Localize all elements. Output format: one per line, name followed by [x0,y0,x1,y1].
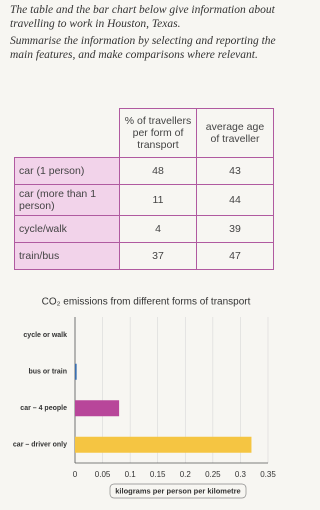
bar [75,436,252,453]
x-tick-label: 0.05 [95,470,111,479]
table-row: car (1 person) 48 43 [14,157,274,185]
x-tick-label: 0.2 [180,470,192,479]
table-cell: 37 [119,242,197,270]
y-tick-label: car – driver only [13,442,67,449]
instructions: The table and the bar chart below give i… [10,4,286,66]
row-label: train/bus [14,242,120,270]
table-cell: 48 [119,157,197,185]
bar [75,363,77,380]
x-tick-label: 0.1 [125,470,137,479]
y-tick-label: bus or train [28,369,67,376]
table-cell: 44 [196,184,274,216]
y-tick-label: cycle or walk [23,332,67,339]
x-label-box [109,483,247,499]
row-label: car (1 person) [14,157,120,185]
row-label: car (more than 1 person) [14,184,120,216]
table-row: cycle/walk 4 39 [14,215,274,243]
blank-cell [15,109,120,158]
x-axis-label: kilograms per person per kilometre [115,486,240,495]
x-tick-label: 0.3 [235,470,247,479]
page: The table and the bar chart below give i… [10,4,286,499]
x-tick-label: 0.35 [260,470,276,479]
table-row: train/bus 37 47 [14,242,274,270]
data-table: % of travellers per form of transport av… [14,108,274,270]
y-tick-label: car – 4 people [20,405,67,412]
table-cell: 11 [119,184,197,216]
table-cell: 47 [196,242,274,270]
instruction: Summarise the information by selecting a… [10,35,276,61]
bar [75,400,120,417]
table-cell: 39 [196,215,274,243]
x-tick-label: 0.15 [150,470,166,479]
x-tick-label: 0 [73,470,78,479]
table-row: car (more than 1 person) 11 44 [14,184,274,216]
table-cell: 4 [119,215,197,243]
header-cell: % of travellers per form of transport [119,108,197,158]
chart: CO₂ emissions from different forms of tr… [13,297,276,499]
chart-title: CO₂ emissions from different forms of tr… [42,297,251,308]
table-cell: 43 [196,157,274,185]
instruction: The table and the bar chart below give i… [10,4,275,30]
x-tick-label: 0.25 [205,470,221,479]
row-label: cycle/walk [14,215,120,243]
header-row: % of travellers per form of transport av… [15,108,274,158]
header-cell: average age of traveller [196,108,274,158]
